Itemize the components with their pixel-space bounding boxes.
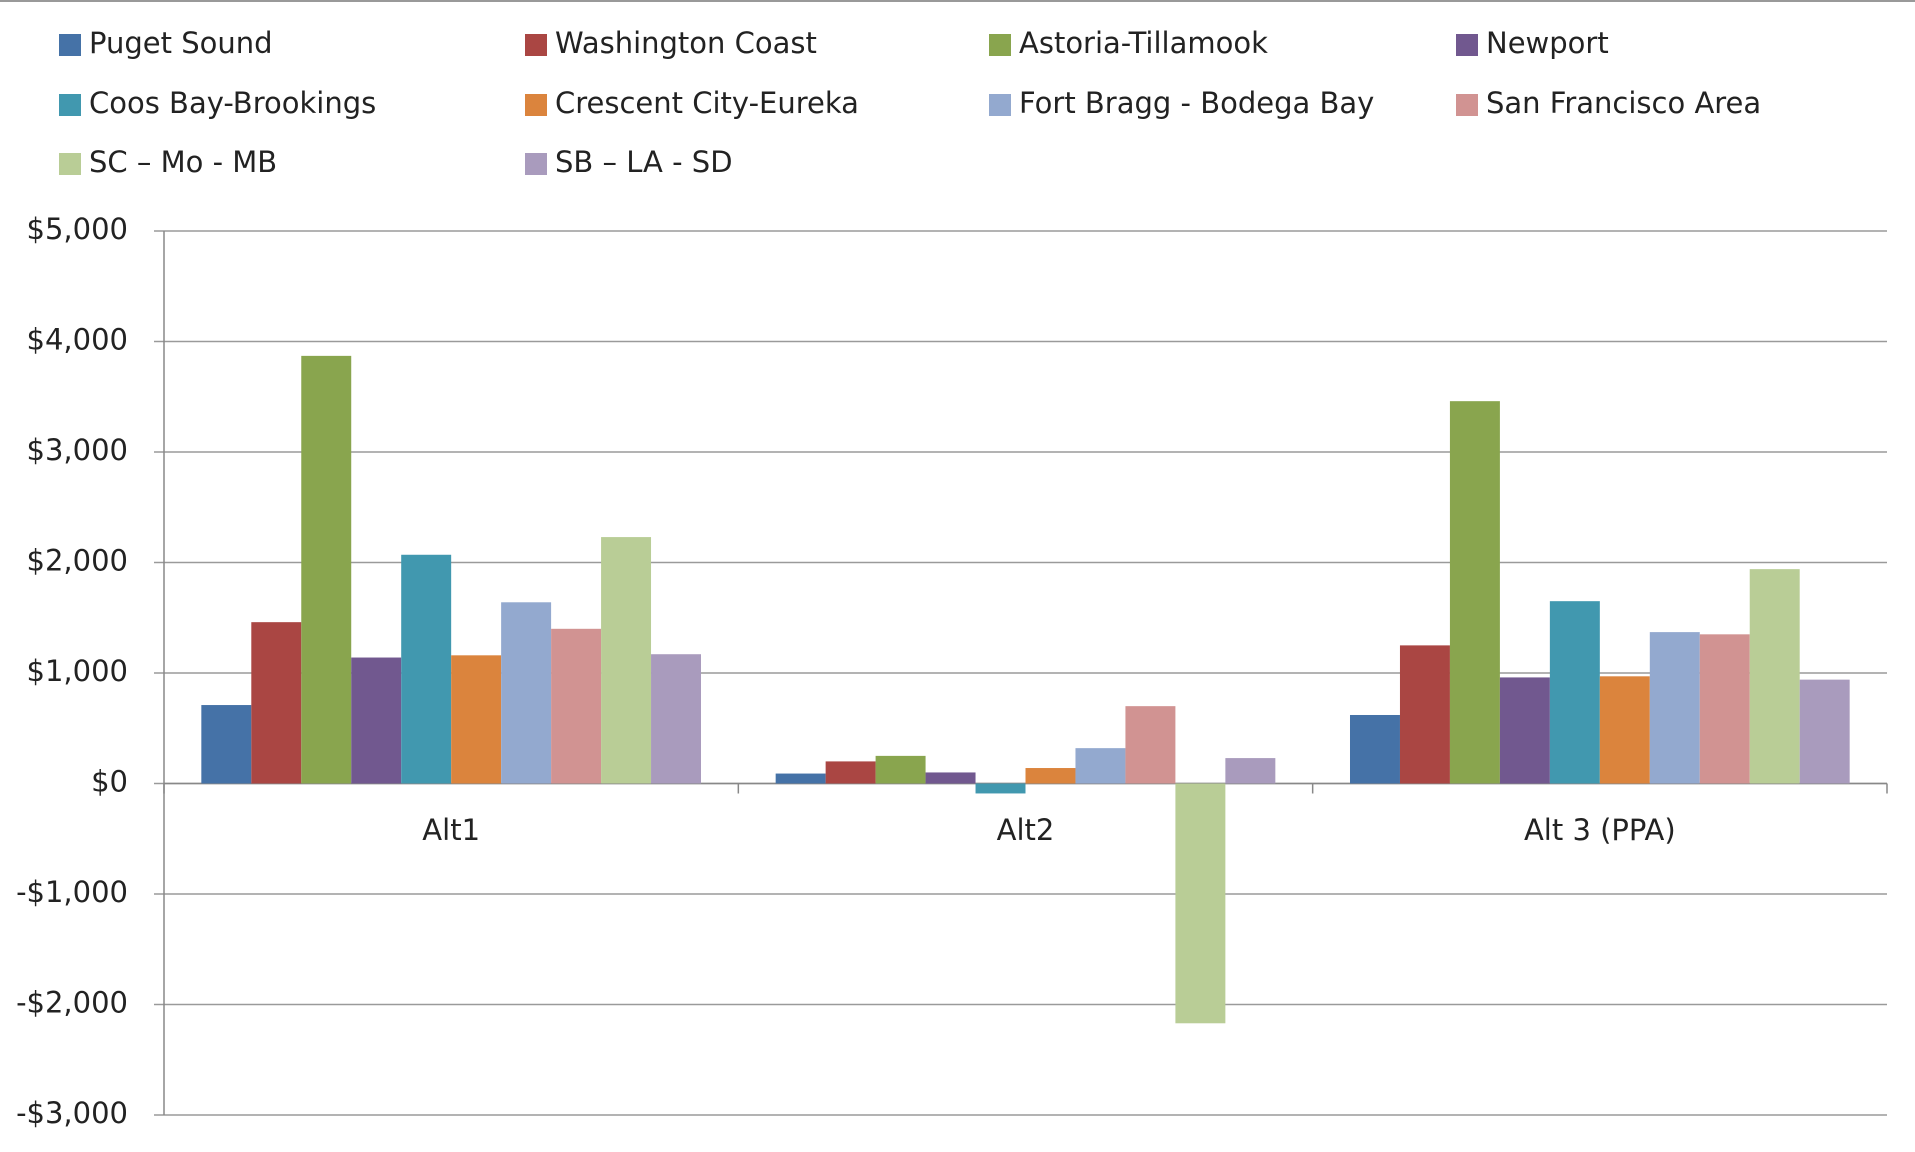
- x-tick-label: Alt1: [422, 813, 480, 847]
- bar: [825, 761, 876, 784]
- bar: [1075, 748, 1126, 784]
- bar: [1799, 679, 1850, 784]
- bar: [875, 755, 926, 784]
- x-tick-label: Alt2: [997, 813, 1055, 847]
- bar: [1125, 706, 1176, 784]
- y-tick-label: $0: [91, 765, 128, 799]
- bar: [251, 622, 302, 784]
- bar: [1599, 676, 1650, 784]
- y-tick-label: $1,000: [27, 654, 128, 688]
- bar: [1025, 768, 1076, 784]
- legend-label: Washington Coast: [555, 26, 817, 60]
- legend-swatch: [525, 153, 547, 175]
- y-tick-label: $5,000: [27, 212, 128, 246]
- bar: [1499, 677, 1550, 784]
- bar: [301, 355, 352, 784]
- bar: [401, 554, 452, 784]
- legend-swatch: [989, 34, 1011, 56]
- legend-label: Fort Bragg - Bodega Bay: [1019, 86, 1374, 120]
- bar: [1225, 758, 1276, 784]
- bar: [925, 772, 976, 784]
- legend-label: Puget Sound: [89, 26, 273, 60]
- legend-swatch: [1456, 34, 1478, 56]
- legend-swatch: [59, 94, 81, 116]
- bar: [975, 783, 1026, 794]
- bar: [1349, 714, 1400, 784]
- bar: [601, 537, 652, 784]
- bar: [1649, 632, 1700, 784]
- legend-swatch: [59, 153, 81, 175]
- y-tick-label: $4,000: [27, 323, 128, 357]
- legend-label: SC – Mo - MB: [89, 145, 277, 179]
- legend-label: Newport: [1486, 26, 1609, 60]
- bar: [1399, 645, 1450, 784]
- legend-label: Coos Bay-Brookings: [89, 86, 376, 120]
- bar: [501, 602, 552, 784]
- legend-label: Astoria-Tillamook: [1019, 26, 1268, 60]
- bar: [651, 654, 702, 784]
- y-tick-label: $2,000: [27, 544, 128, 578]
- y-tick-label: -$3,000: [16, 1096, 128, 1130]
- bar: [551, 628, 602, 784]
- bar: [775, 773, 826, 784]
- bar: [1449, 401, 1500, 784]
- x-tick-label: Alt 3 (PPA): [1524, 813, 1676, 847]
- legend-label: SB – LA - SD: [555, 145, 733, 179]
- y-tick-label: $3,000: [27, 433, 128, 467]
- y-tick-label: -$2,000: [16, 986, 128, 1020]
- bar: [1699, 634, 1750, 784]
- legend-swatch: [525, 94, 547, 116]
- bar: [201, 705, 252, 784]
- bar: [1549, 601, 1600, 784]
- legend-swatch: [989, 94, 1011, 116]
- bar: [351, 657, 402, 784]
- bar: [1175, 783, 1226, 1024]
- bar: [451, 655, 502, 784]
- legend-label: Crescent City-Eureka: [555, 86, 859, 120]
- legend-swatch: [525, 34, 547, 56]
- y-tick-label: -$1,000: [16, 875, 128, 909]
- legend-swatch: [59, 34, 81, 56]
- legend-label: San Francisco Area: [1486, 86, 1761, 120]
- legend-swatch: [1456, 94, 1478, 116]
- bar: [1749, 569, 1800, 784]
